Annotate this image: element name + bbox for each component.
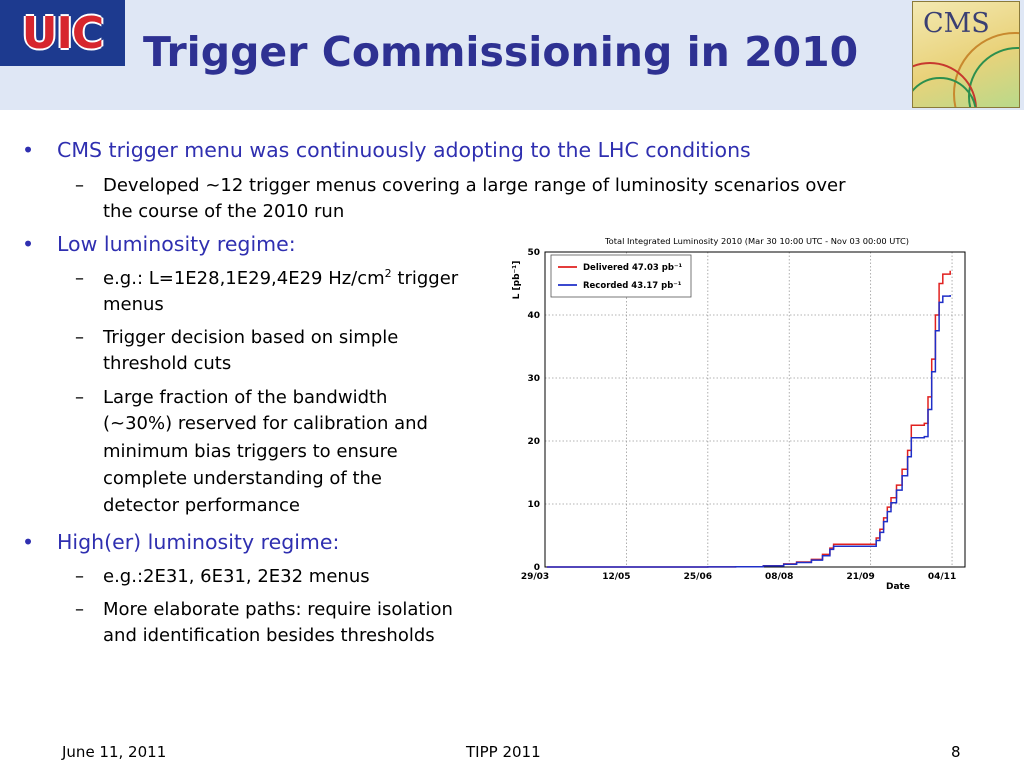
superscript: 2 [384, 267, 392, 280]
dash-icon: – [75, 175, 84, 196]
dash-icon: – [75, 599, 84, 620]
plot-frame [544, 251, 966, 568]
slide-title: Trigger Commissioning in 2010 [143, 28, 859, 76]
cms-logo: CMS [912, 1, 1020, 108]
sub-bullet-text: the course of the 2010 run [103, 201, 345, 222]
y-tick-label: 50 [527, 248, 540, 258]
bullet-text: CMS trigger menu was continuously adopti… [57, 138, 751, 162]
sub-bullet-text: e.g.: L=1E28,1E29,4E29 Hz/cm2 trigger [103, 268, 458, 290]
sub-bullet-text: minimum bias triggers to ensure [103, 441, 398, 462]
legend-box [550, 254, 692, 298]
x-axis-label: Date [886, 582, 910, 592]
sub-bullet-text-part: e.g.: L=1E28,1E29,4E29 Hz/cm [103, 268, 385, 289]
x-tick-label: 04/11 [928, 572, 956, 582]
page-number: 8 [951, 743, 961, 761]
x-tick-label: 12/05 [602, 572, 630, 582]
luminosity-chart: Total Integrated Luminosity 2010 (Mar 30… [505, 232, 975, 594]
y-tick-label: 0 [534, 563, 540, 573]
y-tick-label: 10 [527, 500, 540, 510]
bullet-text: Low luminosity regime: [57, 232, 296, 256]
chart-title: Total Integrated Luminosity 2010 (Mar 30… [604, 236, 909, 246]
sub-bullet-text: complete understanding of the [103, 468, 382, 489]
sub-bullet-text-part: trigger [391, 268, 459, 289]
dash-icon: – [75, 327, 84, 348]
cms-logo-text: CMS [923, 8, 990, 39]
sub-bullet-text: Developed ~12 trigger menus covering a l… [103, 175, 846, 196]
y-axis-label: L [pb⁻¹] [512, 261, 522, 300]
x-tick-label: 29/03 [521, 572, 549, 582]
sub-bullet-text: Trigger decision based on simple [103, 327, 399, 348]
footer-date: June 11, 2011 [62, 743, 167, 761]
dash-icon: – [75, 268, 84, 289]
legend-label: Delivered 47.03 pb⁻¹ [583, 263, 682, 273]
header-bar [0, 0, 1024, 110]
bullet-icon: • [22, 530, 35, 554]
bullet-icon: • [22, 138, 35, 162]
series-line-recorded [546, 295, 951, 568]
sub-bullet-text: menus [103, 294, 164, 315]
y-tick-label: 30 [527, 374, 540, 384]
bullet-text: High(er) luminosity regime: [57, 530, 340, 554]
dash-icon: – [75, 566, 84, 587]
footer-event: TIPP 2011 [466, 743, 541, 761]
dash-icon: – [75, 387, 84, 408]
sub-bullet-text: (~30%) reserved for calibration and [103, 413, 428, 434]
sub-bullet-text: threshold cuts [103, 353, 232, 374]
sub-bullet-text: More elaborate paths: require isolation [103, 599, 453, 620]
y-tick-label: 40 [527, 311, 540, 321]
sub-bullet-text: detector performance [103, 495, 300, 516]
bullet-icon: • [22, 232, 35, 256]
uic-logo-text: UIC [21, 7, 104, 59]
uic-logo: UIC [0, 0, 125, 66]
x-tick-label: 21/09 [846, 572, 874, 582]
sub-bullet-text: and identification besides thresholds [103, 625, 435, 646]
y-tick-label: 20 [527, 437, 540, 447]
legend-label: Recorded 43.17 pb⁻¹ [583, 281, 682, 291]
sub-bullet-text: e.g.:2E31, 6E31, 2E32 menus [103, 566, 370, 587]
x-tick-label: 25/06 [684, 572, 712, 582]
x-tick-label: 08/08 [765, 572, 793, 582]
sub-bullet-text: Large fraction of the bandwidth [103, 387, 388, 408]
